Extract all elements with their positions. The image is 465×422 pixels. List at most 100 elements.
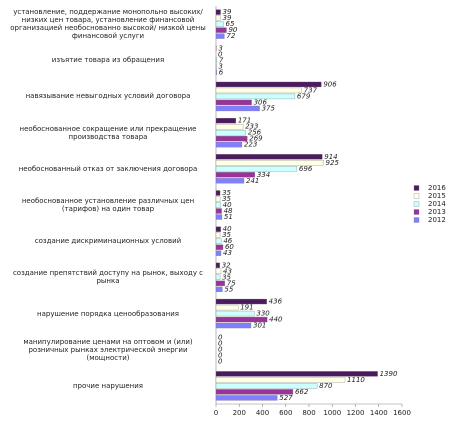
data-label: 35: [222, 273, 231, 281]
data-label: 0: [218, 50, 223, 58]
x-tick-label: 800: [302, 409, 315, 417]
data-label: 3: [218, 62, 222, 70]
bar: [215, 389, 294, 395]
bar: [215, 15, 221, 21]
data-label: 0: [218, 346, 223, 354]
data-label: 375: [262, 104, 276, 112]
bar: [215, 21, 224, 27]
bar: [215, 232, 221, 238]
data-label: 90: [228, 26, 237, 34]
bar: [215, 166, 298, 172]
data-label: 40: [223, 201, 232, 209]
category-label: изъятие товара из обращения: [51, 56, 165, 65]
data-label: 60: [225, 243, 234, 251]
bar: [215, 135, 248, 142]
bar: [215, 286, 223, 293]
data-label: 301: [253, 322, 266, 330]
bar: [215, 129, 246, 136]
data-label: 662: [295, 388, 309, 396]
bar: [215, 316, 268, 323]
bar: [215, 123, 244, 130]
data-label: 306: [254, 98, 268, 106]
data-label: 334: [257, 171, 270, 179]
x-tick-label: 1200: [347, 409, 365, 417]
data-label: 914: [324, 153, 337, 161]
data-label: 51: [224, 213, 233, 221]
legend-label: 2016: [428, 184, 446, 192]
data-label: 870: [319, 382, 333, 390]
data-label: 72: [226, 32, 235, 40]
data-label: 35: [222, 195, 231, 203]
data-label: 191: [240, 304, 253, 312]
category-label: необоснованное сокращение или прекращени…: [19, 124, 197, 141]
bar: [215, 214, 223, 220]
bar: [215, 280, 225, 287]
legend-swatch: [413, 185, 420, 191]
bar: [215, 9, 221, 15]
x-tick-label: 400: [256, 409, 269, 417]
category-label: создание препятствий доступу на рынок, в…: [12, 269, 204, 286]
bar: [215, 310, 255, 317]
data-label: 0: [218, 340, 223, 348]
legend-label: 2013: [428, 208, 446, 216]
data-label: 679: [297, 92, 311, 100]
data-label: 39: [223, 14, 232, 22]
data-label: 269: [249, 135, 263, 143]
category-label: необоснованное установление различных це…: [21, 197, 195, 213]
bar: [215, 226, 221, 232]
data-label: 737: [304, 86, 318, 94]
x-tick-label: 1400: [370, 409, 388, 417]
bar: [215, 208, 222, 214]
bar: [215, 178, 245, 184]
category-label: создание дискриминационных условий: [34, 237, 182, 246]
x-tick-label: 0: [214, 409, 218, 417]
legend-swatch: [413, 193, 420, 199]
category-label: нарушение порядка ценообразования: [37, 309, 179, 318]
data-label: 0: [218, 334, 223, 342]
data-label: 696: [299, 165, 313, 173]
data-label: 35: [222, 189, 231, 197]
bar: [215, 322, 252, 329]
data-label: 233: [245, 123, 258, 131]
bar: [215, 202, 221, 208]
data-label: 40: [223, 225, 232, 233]
data-label: 46: [223, 237, 232, 245]
bar: [215, 395, 278, 401]
bar: [215, 93, 296, 100]
data-label: 6: [219, 68, 224, 76]
data-label: 55: [224, 285, 233, 293]
data-label: 0: [218, 358, 223, 366]
legend-swatch: [413, 201, 420, 207]
bar: [215, 268, 222, 275]
category-label: установление, поддержание монопольно выс…: [10, 8, 206, 41]
bar: [215, 87, 302, 94]
bar: [215, 33, 225, 39]
category-label: необоснованный отказ от заключения догов…: [18, 164, 198, 173]
legend-swatch: [413, 217, 420, 223]
data-label: 440: [269, 316, 283, 324]
legend-swatch: [413, 209, 420, 215]
data-label: 65: [226, 20, 235, 28]
data-label: 35: [222, 231, 231, 239]
data-label: 3: [218, 44, 222, 52]
bar: [215, 377, 346, 383]
bar: [215, 99, 252, 106]
legend-label: 2012: [428, 216, 446, 224]
bar: [215, 172, 255, 178]
data-label: 527: [279, 394, 293, 402]
bar: [215, 274, 221, 281]
legend-label: 2015: [428, 192, 446, 200]
data-label: 32: [222, 261, 231, 269]
data-label: 171: [238, 117, 251, 125]
bar: [215, 141, 243, 148]
data-label: 241: [246, 177, 259, 185]
x-tick-label: 200: [233, 409, 246, 417]
legend-label: 2014: [428, 200, 446, 208]
data-label: 436: [269, 298, 283, 306]
data-label: 223: [244, 141, 257, 149]
bar: [215, 383, 318, 389]
bar: [215, 81, 322, 88]
bar: [215, 190, 221, 196]
